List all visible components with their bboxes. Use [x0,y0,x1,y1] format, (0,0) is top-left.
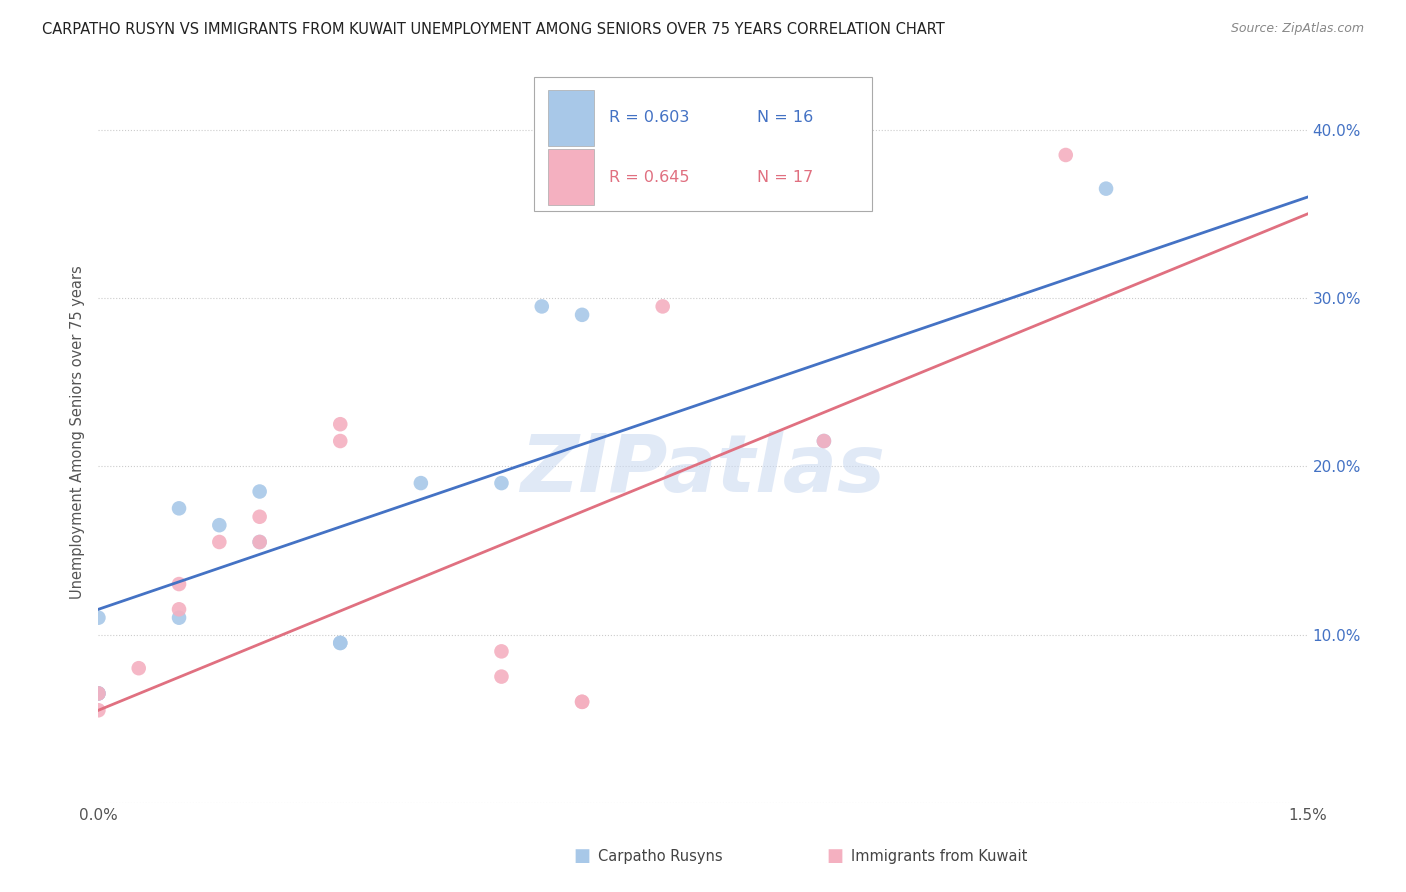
Point [491,476,513,491]
Y-axis label: Unemployment Among Seniors over 75 years: Unemployment Among Seniors over 75 years [70,266,86,599]
Point [813,434,835,448]
Text: Immigrants from Kuwait: Immigrants from Kuwait [851,849,1026,863]
Text: CARPATHO RUSYN VS IMMIGRANTS FROM KUWAIT UNEMPLOYMENT AMONG SENIORS OVER 75 YEAR: CARPATHO RUSYN VS IMMIGRANTS FROM KUWAIT… [42,22,945,37]
Text: N = 17: N = 17 [758,169,814,185]
Point [571,695,593,709]
Point [571,308,593,322]
Bar [548,90,595,145]
Bar [548,150,595,205]
Point [329,417,352,432]
Point [491,644,513,658]
Point [249,509,271,524]
Point [329,636,352,650]
Text: N = 16: N = 16 [758,111,814,126]
Point [167,602,190,616]
Point [87,703,110,717]
Point [167,610,190,624]
Point [87,610,110,624]
Point [87,686,110,700]
Text: R = 0.645: R = 0.645 [609,169,689,185]
Point [128,661,150,675]
Point [571,695,593,709]
Point [208,518,231,533]
Point [208,535,231,549]
Point [87,686,110,700]
Point [167,577,190,591]
Point [329,636,352,650]
FancyBboxPatch shape [534,78,872,211]
Point [167,501,190,516]
Point [491,670,513,684]
Text: ZIPatlas: ZIPatlas [520,431,886,508]
Text: R = 0.603: R = 0.603 [609,111,689,126]
Point [813,434,835,448]
Point [329,434,352,448]
Point [651,300,673,314]
Text: ■: ■ [827,847,844,865]
Point [87,686,110,700]
Point [249,484,271,499]
Point [409,476,432,491]
Text: ■: ■ [574,847,591,865]
Text: Carpatho Rusyns: Carpatho Rusyns [598,849,723,863]
Text: Source: ZipAtlas.com: Source: ZipAtlas.com [1230,22,1364,36]
Point [1095,181,1118,195]
Point [249,535,271,549]
Point [249,535,271,549]
Point [530,300,553,314]
Point [1054,148,1077,162]
